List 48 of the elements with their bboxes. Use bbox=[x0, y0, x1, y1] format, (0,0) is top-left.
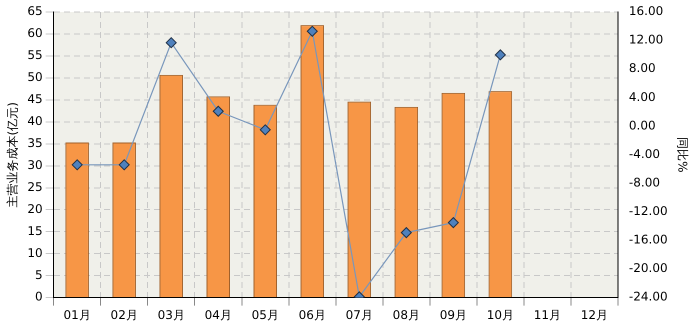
point bbox=[212, 106, 224, 117]
y-tick-label: 30 bbox=[27, 158, 43, 172]
x-tick-label: 06月 bbox=[298, 308, 326, 322]
y2-tick-label: 12.00 bbox=[628, 32, 664, 47]
y-tick-label: 50 bbox=[27, 70, 43, 84]
y2-tick-label: -12.00 bbox=[628, 204, 668, 218]
y-tick-label: 65 bbox=[27, 4, 43, 18]
y2-tick-label: -16.00 bbox=[628, 232, 668, 247]
x-tick-label: 04月 bbox=[204, 308, 232, 322]
y-tick-label: 60 bbox=[27, 26, 43, 40]
x-tick-label: 10月 bbox=[486, 308, 514, 322]
y-tick-label: 20 bbox=[27, 202, 43, 216]
y-tick-label: 40 bbox=[27, 114, 43, 128]
y-axis-title: 主营业务成本(亿元) bbox=[5, 102, 20, 208]
y-tick-label: 35 bbox=[27, 136, 43, 150]
x-tick-label: 03月 bbox=[158, 308, 185, 322]
y2-tick-label: 8.00 bbox=[628, 61, 656, 76]
point bbox=[118, 159, 130, 170]
point bbox=[260, 124, 271, 136]
point bbox=[72, 159, 83, 170]
y-tick-label: 45 bbox=[27, 92, 43, 106]
y-tick-label: 10 bbox=[27, 246, 43, 260]
y-tick-label: 5 bbox=[35, 268, 43, 282]
y2-tick-label: 4.00 bbox=[628, 90, 656, 104]
point bbox=[400, 227, 412, 238]
y2-tick-label: -8.00 bbox=[628, 175, 660, 190]
x-tick-label: 08月 bbox=[392, 308, 420, 322]
x-tick-label: 12月 bbox=[580, 308, 608, 322]
x-tick-label: 09月 bbox=[440, 308, 467, 322]
x-tick-label: 11月 bbox=[534, 308, 562, 322]
y2-tick-label: 16.00 bbox=[628, 4, 664, 18]
x-tick-label: 01月 bbox=[64, 308, 91, 322]
y-tick-label: 0 bbox=[35, 290, 43, 304]
x-tick-label: 02月 bbox=[110, 308, 138, 322]
point bbox=[494, 49, 506, 60]
x-tick-label: 05月 bbox=[252, 308, 279, 322]
point bbox=[166, 37, 177, 48]
y2-tick-label: -4.00 bbox=[628, 146, 660, 161]
x-tick-label: 07月 bbox=[346, 308, 373, 322]
point bbox=[306, 26, 318, 37]
y-tick-label: 55 bbox=[27, 48, 43, 62]
y2-axis-title: 同比% bbox=[676, 137, 690, 173]
y-tick-label: 15 bbox=[27, 224, 43, 238]
point bbox=[448, 217, 459, 228]
y2-tick-label: -20.00 bbox=[628, 261, 668, 276]
y2-tick-label: 0.00 bbox=[628, 118, 656, 132]
y2-tick-label: -24.00 bbox=[628, 290, 668, 304]
y-tick-label: 25 bbox=[27, 180, 43, 194]
